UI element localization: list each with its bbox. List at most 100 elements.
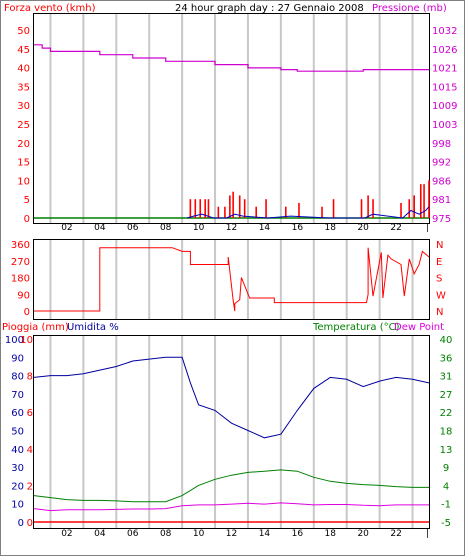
- rain-tick-label: 8: [27, 372, 33, 383]
- rain-tick-label: 6: [27, 408, 33, 419]
- x-tick-label: 10: [193, 529, 205, 539]
- temperature-tick-label: 18: [440, 427, 453, 438]
- pressure-line: [34, 44, 429, 72]
- x-tick-label: 18: [325, 223, 337, 233]
- humidity-tick-label: 90: [11, 353, 24, 364]
- x-tick-label: 14: [259, 223, 271, 233]
- pressure-tick-label: 975: [432, 214, 451, 225]
- pressure-axis-title: Pressione (mb): [372, 3, 447, 14]
- x-tick-label: 08: [160, 529, 172, 539]
- temperature-line: [33, 469, 429, 503]
- wind-speed-tick-label: 10: [17, 176, 30, 187]
- temperature-tick-label: 40: [440, 335, 453, 346]
- x-tick-label: 18: [325, 529, 337, 539]
- wind-speed-tick-label: 15: [17, 158, 30, 169]
- wind-speed-tick-label: 0: [24, 214, 30, 225]
- humidity-axis-title: Umidita %: [67, 322, 119, 333]
- temperature-axis-title: Temperatura (°C): [312, 322, 400, 333]
- pressure-tick-label: 1021: [432, 64, 457, 75]
- compass-tick-label: N: [436, 307, 443, 318]
- wind-direction-tick-label: 360: [11, 240, 30, 251]
- x-axis-labels: 02 04 06 08 10 12 14 16 18 20 22 | 02 04 06 08 10 12 14 16 1…: [61, 223, 429, 539]
- dewpoint-line: [33, 502, 429, 512]
- humidity-tick-label: 20: [11, 481, 24, 492]
- humidity-tick-label: 0: [18, 518, 24, 529]
- rain-tick-label: 4: [27, 445, 33, 456]
- rain-axis-title: Pioggia (mm): [2, 322, 69, 333]
- wind-direction-line: [34, 247, 430, 312]
- rain-tick-label: 2: [27, 481, 33, 492]
- panel-wind-direction: [33, 239, 430, 320]
- wind-speed-tick-label: 50: [17, 26, 30, 37]
- compass-tick-label: W: [436, 290, 446, 301]
- pressure-tick-label: 998: [432, 139, 451, 150]
- pressure-tick-label: 1009: [432, 101, 457, 112]
- humidity-tick-label: 80: [11, 372, 24, 383]
- rain-tick-label: 0: [27, 518, 33, 529]
- data-series: [33, 44, 430, 523]
- humidity-tick-label: 70: [11, 390, 24, 401]
- humidity-line: [33, 356, 430, 439]
- x-tick-label: 12: [226, 529, 237, 539]
- pressure-tick-label: 1015: [432, 82, 457, 93]
- x-tick-label: 20: [357, 529, 369, 539]
- pressure-tick-label: 981: [432, 195, 451, 206]
- pressure-tick-label: 986: [432, 176, 451, 187]
- x-end-marker: |: [426, 223, 429, 233]
- panel-humidity-temperature: [33, 335, 430, 529]
- wind-gust-line: [186, 206, 430, 219]
- wind-speed-axis-title: Forza vento (kmh): [4, 3, 96, 14]
- temperature-tick-label: 22: [440, 408, 453, 419]
- compass-tick-label: E: [436, 257, 442, 268]
- wind-direction-tick-label: 90: [17, 290, 30, 301]
- wind-speed-tick-label: 35: [17, 82, 30, 93]
- wind-speed-tick-label: 40: [17, 64, 30, 75]
- panel-wind-pressure: [33, 13, 430, 224]
- axis-labels: 0510152025303540455097598198699299810031…: [5, 26, 458, 529]
- x-tick-label: 22: [390, 529, 401, 539]
- temperature-tick-label: 36: [440, 353, 453, 364]
- x-end-marker: |: [426, 529, 429, 539]
- x-tick-label: 08: [160, 223, 172, 233]
- vertical-gridlines: [49, 14, 414, 528]
- wind-direction-tick-label: 180: [11, 274, 30, 285]
- dewpoint-axis-title: Dew Point: [394, 322, 444, 333]
- x-tick-label: 04: [94, 529, 106, 539]
- wind-direction-tick-label: 270: [11, 257, 30, 268]
- compass-tick-label: S: [436, 274, 442, 285]
- x-tick-label: 02: [61, 223, 72, 233]
- x-tick-label: 16: [292, 529, 304, 539]
- x-tick-label: 16: [292, 223, 304, 233]
- wind-speed-tick-label: 45: [17, 45, 30, 56]
- pressure-tick-label: 1003: [432, 120, 457, 131]
- x-tick-label: 20: [357, 223, 369, 233]
- x-tick-label: 22: [390, 223, 401, 233]
- temperature-tick-label: 31: [440, 372, 453, 383]
- pressure-tick-label: 1032: [432, 26, 457, 37]
- x-tick-label: 04: [94, 223, 106, 233]
- temperature-tick-label: 9: [443, 463, 449, 474]
- wind-speed-tick-label: 20: [17, 139, 30, 150]
- x-tick-label: 14: [259, 529, 271, 539]
- humidity-tick-label: 30: [11, 463, 24, 474]
- x-tick-label: 12: [226, 223, 237, 233]
- humidity-tick-label: 50: [11, 427, 24, 438]
- temperature-tick-label: 13: [440, 445, 453, 456]
- wind-direction-tick-label: 0: [24, 307, 30, 318]
- humidity-tick-label: 100: [5, 335, 24, 346]
- chart-title: 24 hour graph day : 27 Gennaio 2008: [175, 3, 364, 14]
- wind-speed-tick-label: 30: [17, 101, 30, 112]
- compass-tick-label: N: [436, 240, 443, 251]
- humidity-tick-label: 10: [11, 500, 24, 511]
- x-tick-label: 10: [193, 223, 205, 233]
- x-tick-label: 02: [61, 529, 72, 539]
- temperature-tick-label: -1: [441, 500, 451, 511]
- x-tick-label: 06: [127, 529, 139, 539]
- wind-speed-tick-label: 25: [17, 120, 30, 131]
- humidity-tick-label: 60: [11, 408, 24, 419]
- pressure-tick-label: 1026: [432, 45, 457, 56]
- pressure-tick-label: 992: [432, 158, 451, 169]
- temperature-tick-label: -5: [441, 518, 451, 529]
